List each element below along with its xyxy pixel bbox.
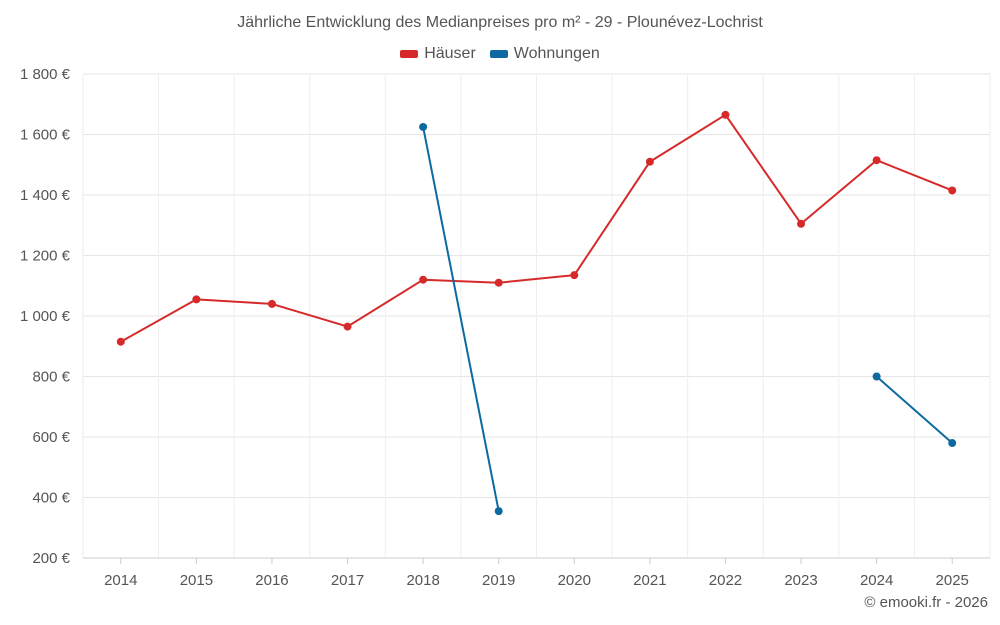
series-line-apartments	[875, 375, 953, 444]
legend-label-apartments: Wohnungen	[513, 45, 600, 62]
data-point-houses	[116, 337, 125, 346]
x-tick-label: 2022	[709, 572, 742, 589]
y-tick-label: 1 000 €	[20, 308, 71, 325]
x-tick-label: 2017	[331, 572, 364, 589]
legend-label-houses: Häuser	[424, 45, 476, 62]
legend-item-apartments[interactable]: Wohnungen	[489, 45, 600, 63]
data-point-houses	[721, 110, 730, 119]
y-tick-label: 1 400 €	[20, 187, 71, 204]
x-tick-label: 2020	[558, 572, 591, 589]
data-point-houses	[645, 157, 654, 166]
y-tick-label: 1 200 €	[20, 248, 71, 265]
x-tick-label: 2023	[784, 572, 817, 589]
y-tick-label: 1 600 €	[20, 127, 71, 144]
data-point-houses	[494, 278, 503, 287]
x-tick-label: 2021	[633, 572, 666, 589]
data-point-houses	[192, 295, 201, 304]
y-tick-label: 1 800 €	[20, 66, 71, 83]
y-tick-label: 600 €	[32, 429, 70, 446]
y-tick-label: 800 €	[32, 369, 70, 386]
x-tick-label: 2025	[936, 572, 969, 589]
x-tick-label: 2024	[860, 572, 893, 589]
chart-title: Jährliche Entwicklung des Medianpreises …	[237, 14, 763, 31]
legend: Häuser Wohnungen	[0, 45, 1000, 63]
x-tick-label: 2014	[104, 572, 137, 589]
x-tick-label: 2019	[482, 572, 515, 589]
data-point-houses	[419, 275, 428, 284]
legend-item-houses[interactable]: Häuser	[400, 45, 476, 63]
credit-text: © emooki.fr - 2026	[864, 594, 988, 611]
legend-swatch-apartments	[489, 50, 508, 58]
series-line-houses	[120, 113, 953, 343]
data-point-houses	[872, 156, 881, 165]
series-line-apartments	[422, 126, 500, 512]
x-tick-label: 2016	[255, 572, 288, 589]
data-point-houses	[267, 299, 276, 308]
data-point-houses	[797, 219, 806, 228]
y-tick-label: 400 €	[32, 490, 70, 507]
y-tick-label: 200 €	[32, 550, 70, 567]
legend-swatch-houses	[400, 50, 419, 58]
data-point-houses	[570, 271, 579, 280]
data-point-houses	[343, 322, 352, 331]
data-point-apartments	[948, 439, 957, 448]
data-point-apartments	[872, 372, 881, 381]
x-tick-label: 2015	[180, 572, 213, 589]
data-point-houses	[948, 186, 957, 195]
data-point-apartments	[494, 507, 503, 516]
data-point-apartments	[419, 122, 428, 131]
x-tick-label: 2018	[406, 572, 439, 589]
